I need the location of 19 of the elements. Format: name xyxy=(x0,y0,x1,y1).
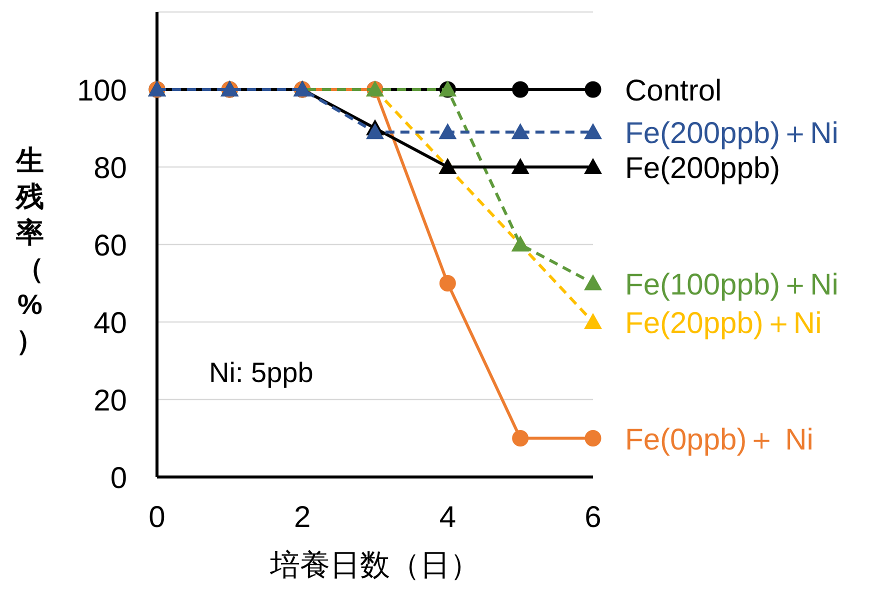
x-tick-label: 6 xyxy=(584,501,602,534)
series-label: Fe(0ppb)＋ Ni xyxy=(625,423,814,456)
y-tick-label: 40 xyxy=(94,307,127,340)
y-tick-label: 80 xyxy=(94,152,127,185)
x-tick-label: 4 xyxy=(439,501,456,534)
series-label: Fe(20ppb)＋Ni xyxy=(625,307,822,340)
y-tick-label: 0 xyxy=(110,462,127,495)
series-label: Control xyxy=(625,74,722,108)
y-tick-label: 20 xyxy=(94,384,127,418)
y-tick-label: 60 xyxy=(94,230,127,262)
series-label: Fe(200ppb)＋Ni xyxy=(625,117,838,150)
y-axis-title: 生残率（%） xyxy=(16,145,44,356)
x-axis-title: 培養日数（日） xyxy=(269,549,480,582)
series-label: Fe(100ppb)＋Ni xyxy=(625,268,838,302)
annotation: Ni: 5ppb xyxy=(209,357,314,388)
x-tick-label: 0 xyxy=(148,501,166,534)
series-label: Fe(200ppb) xyxy=(625,152,780,185)
x-tick-label: 2 xyxy=(294,501,311,534)
y-tick-label: 100 xyxy=(76,74,127,108)
